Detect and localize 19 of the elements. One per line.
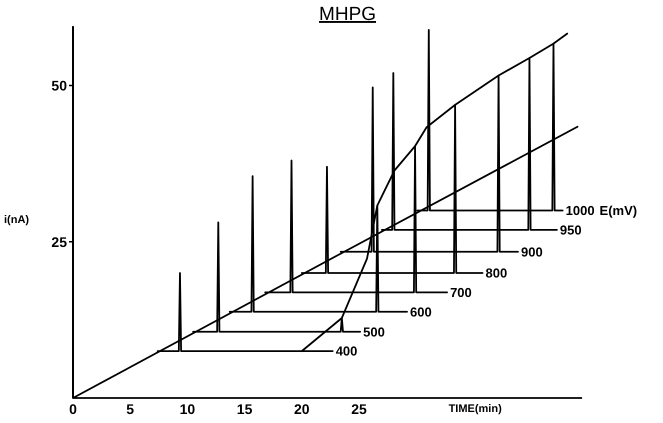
- x-tick-label: 5: [126, 401, 134, 417]
- x-tick-label: 20: [294, 401, 310, 417]
- series-label: 950: [560, 222, 582, 238]
- y-tick-label: 50: [51, 78, 68, 94]
- x-tick-label: 10: [180, 401, 196, 417]
- series-label: 900: [521, 244, 543, 260]
- series-label: 500: [363, 324, 385, 340]
- x-axis-title: TIME(min): [448, 403, 502, 415]
- legend-title: E(mV): [600, 203, 638, 218]
- y-axis-title: i(nA): [4, 214, 30, 226]
- x-tick-label: 15: [236, 401, 253, 417]
- x-tick-label: 0: [69, 401, 78, 417]
- series-label: 700: [450, 284, 472, 300]
- x-tick-label: 25: [351, 401, 367, 417]
- series-label: 800: [486, 266, 508, 280]
- chart-title: MHPG: [319, 4, 376, 25]
- series-label: 400: [336, 344, 358, 359]
- series-label: 1000: [566, 203, 595, 218]
- series-label: 600: [410, 304, 432, 320]
